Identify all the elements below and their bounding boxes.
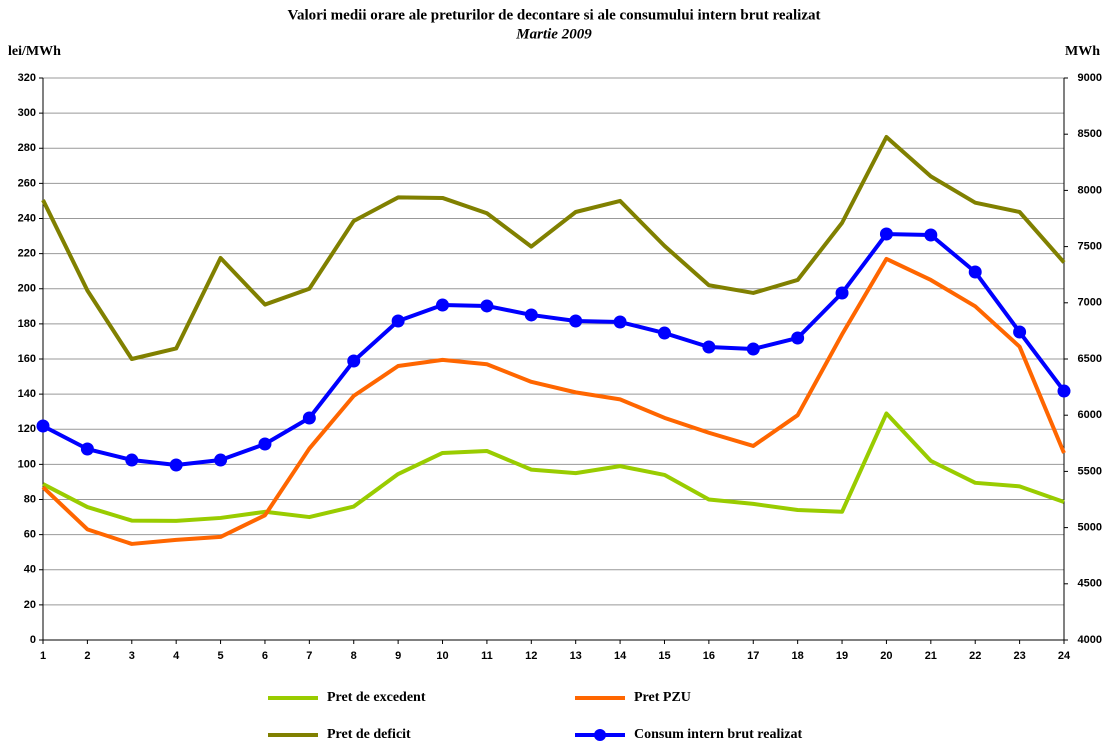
series-marker — [835, 286, 849, 300]
y2-tick-label: 5500 — [1078, 465, 1102, 477]
x-tick-label: 14 — [614, 650, 627, 662]
y2-tick-label: 7500 — [1078, 241, 1102, 253]
series-marker — [36, 419, 50, 433]
y2-tick-label: 5000 — [1078, 522, 1102, 534]
y2-tick-label: 8500 — [1078, 128, 1102, 140]
legend-label: Pret de excedent — [327, 690, 426, 705]
legend-label: Pret de deficit — [327, 727, 411, 742]
x-tick-label: 12 — [525, 650, 537, 662]
x-tick-label: 9 — [395, 650, 401, 662]
y-tick-label: 60 — [24, 529, 36, 541]
series-marker — [569, 314, 583, 328]
x-tick-label: 15 — [658, 650, 670, 662]
series-marker — [924, 228, 938, 242]
series-line — [42, 411, 1065, 523]
y-axis-label: lei/MWh — [8, 44, 61, 59]
x-tick-label: 17 — [747, 650, 759, 662]
x-tick-label: 23 — [1013, 650, 1025, 662]
y-tick-label: 140 — [18, 388, 36, 400]
series-marker — [657, 326, 671, 340]
y-tick-label: 240 — [18, 212, 36, 224]
y2-tick-label: 7000 — [1078, 297, 1102, 309]
series-marker — [302, 411, 316, 425]
y-tick-label: 280 — [18, 142, 36, 154]
x-tick-label: 21 — [925, 650, 937, 662]
series-line — [41, 256, 1066, 546]
series-marker — [347, 354, 361, 368]
x-tick-label: 7 — [306, 650, 312, 662]
y-tick-label: 20 — [24, 599, 36, 611]
series-marker — [214, 453, 228, 467]
y-tick-label: 40 — [24, 564, 36, 576]
y2-tick-label: 6500 — [1078, 353, 1102, 365]
y-tick-label: 100 — [18, 458, 36, 470]
series-marker — [702, 340, 716, 354]
y-tick-label: 220 — [18, 248, 36, 260]
x-tick-label: 2 — [84, 650, 90, 662]
series-marker — [480, 299, 494, 313]
series-marker — [968, 265, 982, 279]
x-tick-label: 24 — [1058, 650, 1071, 662]
y-tick-label: 160 — [18, 353, 36, 365]
chart-subtitle: Martie 2009 — [515, 26, 592, 42]
y-tick-label: 200 — [18, 283, 36, 295]
y2-tick-label: 9000 — [1078, 72, 1102, 84]
x-tick-label: 19 — [836, 650, 848, 662]
chart-title: Valori medii orare ale preturilor de dec… — [287, 7, 820, 23]
x-tick-label: 1 — [40, 650, 46, 662]
series-line — [42, 232, 1066, 467]
y-tick-label: 0 — [30, 634, 36, 646]
x-tick-label: 16 — [703, 650, 715, 662]
y-tick-label: 80 — [24, 493, 36, 505]
y2-tick-label: 4500 — [1078, 578, 1102, 590]
series-marker — [391, 314, 405, 328]
y2-axis-label: MWh — [1065, 44, 1100, 59]
y2-tick-label: 4000 — [1078, 634, 1102, 646]
legend-label: Consum intern brut realizat — [634, 727, 802, 742]
x-tick-label: 8 — [351, 650, 357, 662]
series-marker — [879, 227, 893, 241]
x-tick-label: 4 — [173, 650, 180, 662]
x-tick-label: 10 — [436, 650, 448, 662]
series-marker — [169, 458, 183, 472]
series-marker — [1013, 325, 1027, 339]
series-marker — [791, 331, 805, 345]
x-tick-label: 5 — [218, 650, 224, 662]
y-tick-label: 300 — [18, 107, 36, 119]
x-tick-label: 22 — [969, 650, 981, 662]
x-tick-label: 13 — [570, 650, 582, 662]
y2-tick-label: 6000 — [1078, 409, 1102, 421]
legend-label: Pret PZU — [634, 690, 691, 705]
series-marker — [746, 342, 760, 356]
x-tick-label: 11 — [481, 650, 493, 662]
series-marker — [1057, 384, 1071, 398]
legend-marker — [594, 729, 606, 741]
series-line — [41, 135, 1066, 361]
series-marker — [613, 315, 627, 329]
series-marker — [125, 453, 139, 467]
y-tick-label: 120 — [18, 423, 36, 435]
series-marker — [80, 442, 94, 456]
y2-tick-label: 8000 — [1078, 184, 1102, 196]
x-tick-label: 18 — [792, 650, 804, 662]
series-marker — [436, 298, 450, 312]
y-tick-label: 260 — [18, 177, 36, 189]
series-marker — [524, 308, 538, 322]
x-tick-label: 3 — [129, 650, 135, 662]
y-tick-label: 180 — [18, 318, 36, 330]
x-tick-label: 6 — [262, 650, 268, 662]
series-marker — [258, 437, 272, 451]
x-tick-label: 20 — [880, 650, 892, 662]
y-tick-label: 320 — [18, 72, 36, 84]
